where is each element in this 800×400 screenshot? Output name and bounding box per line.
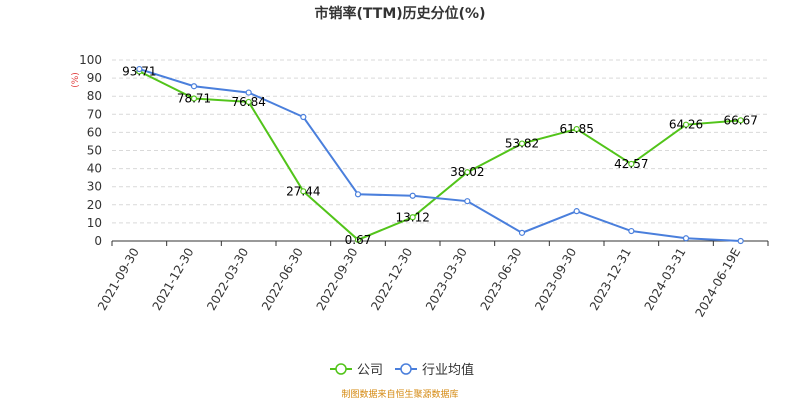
x-tick-label: 2023-09-30: [532, 246, 579, 313]
data-point: [354, 236, 362, 243]
data-point: [190, 95, 198, 102]
y-axis-ticks: 0 10 20 30 40 50 60 70 80 90 100: [79, 53, 102, 248]
legend-marker: [335, 363, 347, 375]
x-tick-label: 2022-09-30: [314, 246, 361, 313]
x-tick-label: 2023-03-30: [423, 246, 470, 313]
data-point: [737, 237, 744, 245]
data-label: 42.57: [614, 157, 648, 171]
data-point: [300, 188, 307, 195]
data-point: [573, 125, 580, 133]
x-tick-label: 2021-12-30: [150, 246, 197, 313]
legend[interactable]: 公司 行业均值: [330, 362, 474, 378]
data-point: [409, 192, 416, 199]
x-tick-label: 2023-06-30: [478, 246, 525, 313]
data-label: 66.67: [723, 113, 757, 127]
chart-title: 市销率(TTM)历史分位(%): [315, 5, 486, 22]
y-tick-label: 80: [87, 89, 102, 103]
data-point: [573, 208, 580, 215]
source-note: 制图数据来自恒生聚源数据库: [341, 388, 458, 400]
x-tick-label: 2024-03-31: [642, 246, 689, 313]
legend-item-0[interactable]: 公司: [330, 363, 383, 378]
data-label: 61.85: [559, 122, 593, 136]
y-tick-label: 0: [94, 234, 102, 248]
legend-item-1[interactable]: 行业均值: [395, 362, 474, 378]
data-point: [518, 140, 526, 147]
y-tick-label: 60: [87, 125, 102, 139]
data-point: [245, 89, 252, 96]
data-point: [628, 160, 635, 168]
y-tick-label: 40: [87, 162, 102, 176]
data-point: [628, 227, 635, 235]
grid-lines: [112, 59, 768, 224]
data-label: 53.82: [505, 137, 539, 151]
data-label: 0.67: [345, 233, 372, 247]
data-point: [737, 117, 744, 124]
data-point: [518, 229, 526, 236]
data-label: 78.71: [177, 92, 211, 106]
data-label: 13.12: [395, 210, 429, 224]
legend-marker: [400, 363, 412, 375]
x-tick-label: 2021-09-30: [95, 246, 142, 313]
y-axis-unit: (%): [71, 72, 81, 88]
y-tick-label: 30: [87, 180, 102, 194]
data-label: 38.02: [450, 165, 484, 179]
x-axis: 2021-09-30 2021-12-30 2022-03-30 2022-06-30…: [95, 240, 769, 320]
data-point: [354, 191, 362, 198]
data-point: [682, 121, 690, 128]
data-point: [245, 98, 252, 106]
data-point: [682, 235, 690, 242]
y-tick-label: 100: [79, 53, 102, 67]
data-label: 93.71: [122, 64, 156, 78]
data-point: [136, 65, 143, 73]
x-tick-label: 2022-12-30: [368, 246, 415, 313]
y-tick-label: 10: [87, 216, 102, 230]
data-labels: 93.71 78.71 76.84 27.44 0.67 13.12 38.02 53.82 6…: [122, 64, 758, 246]
y-tick-label: 50: [87, 144, 102, 158]
data-point: [464, 198, 471, 205]
x-tick-label: 2023-12-31: [587, 246, 634, 313]
data-label: 64.26: [669, 118, 703, 132]
y-tick-label: 70: [87, 107, 102, 121]
x-tick-label: 2022-06-30: [259, 246, 306, 313]
data-point: [300, 113, 307, 121]
series-line-0: [138, 70, 741, 241]
series-line-1: [139, 68, 741, 242]
data-label: 76.84: [231, 95, 265, 109]
data-point: [190, 83, 198, 90]
data-label: 27.44: [286, 184, 320, 198]
data-point: [409, 214, 416, 221]
data-point: [464, 169, 471, 176]
legend-label: 公司: [357, 363, 383, 378]
x-tick-label: 2022-03-30: [204, 246, 251, 313]
series-layer: [136, 65, 744, 245]
x-tick-label: 2024-06-19E: [692, 246, 743, 320]
y-tick-label: 90: [87, 71, 102, 85]
legend-label: 行业均值: [422, 362, 474, 378]
y-tick-label: 20: [87, 198, 102, 212]
